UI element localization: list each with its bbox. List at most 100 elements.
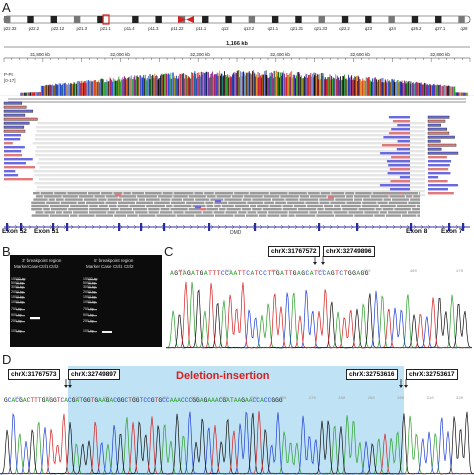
- read: [319, 201, 330, 204]
- coverage-bar: [450, 86, 452, 96]
- coverage-bar: [454, 86, 456, 96]
- read: [73, 211, 88, 214]
- base-letter: G: [94, 397, 99, 404]
- coverage-bar: [432, 84, 434, 96]
- coverage-bar: [64, 82, 66, 96]
- read: [394, 208, 411, 211]
- coverage-bar: [152, 74, 153, 96]
- coverage-bar: [430, 85, 432, 96]
- coverage-bar: [462, 92, 464, 96]
- coverage-bar: [61, 84, 63, 96]
- read: [387, 211, 407, 214]
- coverage-bar: [398, 82, 400, 96]
- read: [246, 214, 258, 217]
- coverage-bar: [98, 80, 100, 96]
- coverage-bar: [320, 73, 322, 96]
- coverage-bar: [428, 85, 429, 96]
- coverage-bar: [461, 92, 463, 96]
- track-label: P-Pt: [4, 72, 13, 77]
- base-letter: T: [343, 270, 348, 277]
- exon-block: [254, 223, 257, 231]
- split-read: [383, 136, 410, 139]
- coverage-bar: [416, 82, 418, 96]
- coverage-bar: [363, 80, 365, 96]
- strand-arrow: [364, 224, 368, 230]
- read: [188, 195, 206, 198]
- base-letter: A: [260, 397, 264, 404]
- base-letter: G: [71, 397, 76, 404]
- read: [31, 214, 49, 217]
- base-letter: C: [225, 270, 230, 277]
- base-letter: A: [309, 270, 314, 277]
- coverage-bar: [318, 79, 320, 96]
- read: [159, 211, 173, 214]
- coverage-bar: [92, 81, 93, 96]
- coverage-bar: [198, 72, 200, 96]
- coverage-bar: [336, 79, 337, 96]
- coverage-bar: [391, 79, 393, 96]
- coverage-bar: [204, 72, 206, 96]
- trace-C: [166, 289, 472, 349]
- base-letter: G: [352, 270, 357, 277]
- coverage-bar: [332, 77, 334, 96]
- split-read: [427, 131, 450, 135]
- read: [341, 204, 361, 208]
- exon-block: [448, 223, 451, 231]
- coverage-bar: [155, 76, 157, 96]
- coverage-bar: [325, 79, 327, 96]
- coverage-bar: [245, 72, 247, 96]
- coverage-bar: [312, 73, 313, 96]
- coverage-bar: [419, 82, 421, 96]
- coverage-bar: [156, 75, 157, 96]
- coverage-bar: [418, 82, 420, 96]
- split-read: [3, 113, 26, 117]
- coverage-bar: [220, 75, 221, 96]
- read: [370, 195, 389, 198]
- coverage-bar: [21, 92, 23, 96]
- coverage-bar: [244, 75, 246, 96]
- coverage-bar: [91, 81, 93, 96]
- read: [83, 198, 98, 201]
- coverage-bar: [397, 79, 399, 96]
- split-read: [4, 146, 25, 149]
- split-read: [391, 156, 410, 159]
- panel-d-position-2: chrX:32749897: [68, 369, 120, 380]
- coverage-bar: [24, 92, 25, 96]
- split-read: [4, 134, 22, 137]
- coverage-bar: [276, 70, 277, 96]
- coverage-bar: [427, 84, 429, 96]
- base-letter: A: [207, 397, 212, 404]
- read: [160, 198, 171, 201]
- base-letter: A: [45, 397, 50, 404]
- coverage-bar: [257, 71, 259, 96]
- read: [252, 208, 262, 211]
- coverage-bar: [323, 73, 325, 96]
- coverage-bar: [201, 74, 203, 96]
- coverage-bar: [242, 71, 244, 96]
- coverage-bar: [192, 75, 194, 96]
- split-read: [3, 109, 34, 113]
- coverage-bar: [101, 78, 103, 96]
- coverage-bar: [124, 76, 125, 96]
- coverage-bar: [222, 76, 224, 96]
- ladder-label: 500 bp: [83, 313, 94, 317]
- split-read: [4, 178, 33, 181]
- coverage-bar: [109, 77, 111, 96]
- read: [323, 204, 334, 208]
- ladder-band: [16, 287, 25, 289]
- coverage-track: [0, 70, 474, 96]
- coverage-bar: [184, 78, 185, 96]
- read: [36, 186, 426, 189]
- coverage-bar: [448, 85, 449, 96]
- base-letter: T: [154, 397, 159, 404]
- read: [127, 214, 138, 217]
- base-letter: T: [335, 270, 340, 277]
- coverage-bar: [40, 85, 42, 96]
- coverage-bar: [216, 74, 217, 96]
- coverage-bar: [38, 92, 40, 96]
- base-letter: G: [174, 270, 179, 277]
- coverage-bar: [20, 92, 21, 96]
- coverage-bar: [460, 92, 462, 96]
- panel-c-arrows: [313, 256, 325, 265]
- read: [44, 211, 55, 214]
